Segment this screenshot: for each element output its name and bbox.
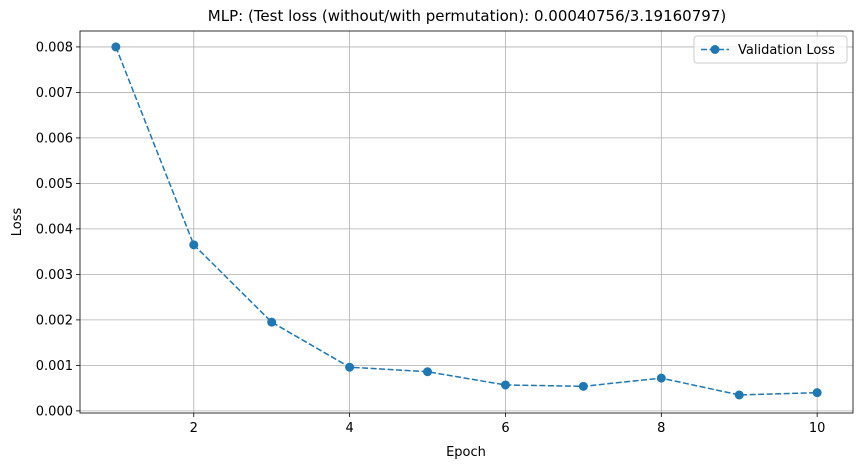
y-axis-label: Loss <box>10 208 25 237</box>
x-tick-label: 4 <box>345 421 353 436</box>
data-point <box>189 240 199 250</box>
y-tick-label: 0.002 <box>36 313 73 328</box>
data-point <box>656 373 666 383</box>
y-tick-label: 0.006 <box>36 131 73 146</box>
chart-title: MLP: (Test loss (without/with permutatio… <box>208 7 726 25</box>
y-tick-label: 0.005 <box>36 177 73 192</box>
data-point <box>578 381 588 391</box>
y-tick-label: 0.000 <box>36 404 73 419</box>
series-layer <box>111 42 822 400</box>
x-axis-label: Epoch <box>446 445 486 460</box>
x-tick-label: 6 <box>501 421 509 436</box>
x-tick-label: 8 <box>657 421 665 436</box>
y-tick-label: 0.007 <box>36 86 73 101</box>
y-tick-label: 0.001 <box>36 359 73 374</box>
data-point <box>423 367 433 377</box>
data-point <box>345 362 355 372</box>
y-tick-label: 0.004 <box>36 222 73 237</box>
data-point <box>267 317 277 327</box>
plot-frame <box>79 30 854 414</box>
data-point <box>111 42 121 52</box>
data-point <box>812 388 822 398</box>
data-point <box>500 380 510 390</box>
x-tick-label: 2 <box>190 421 198 436</box>
y-axis: 0.000 0.001 0.002 0.003 0.004 0.005 0.006 0.007… <box>36 40 80 419</box>
grid <box>80 31 853 413</box>
x-axis: 2 4 6 8 10 <box>190 413 826 436</box>
legend-label: Validation Loss <box>738 43 835 58</box>
x-tick-label: 10 <box>809 421 826 436</box>
data-point <box>734 390 744 400</box>
y-tick-label: 0.003 <box>36 268 73 283</box>
legend-box <box>693 35 848 64</box>
series-line <box>115 46 818 396</box>
legend-marker-sample <box>710 45 720 54</box>
legend: Validation Loss <box>693 35 848 64</box>
y-tick-label: 0.008 <box>36 40 73 55</box>
